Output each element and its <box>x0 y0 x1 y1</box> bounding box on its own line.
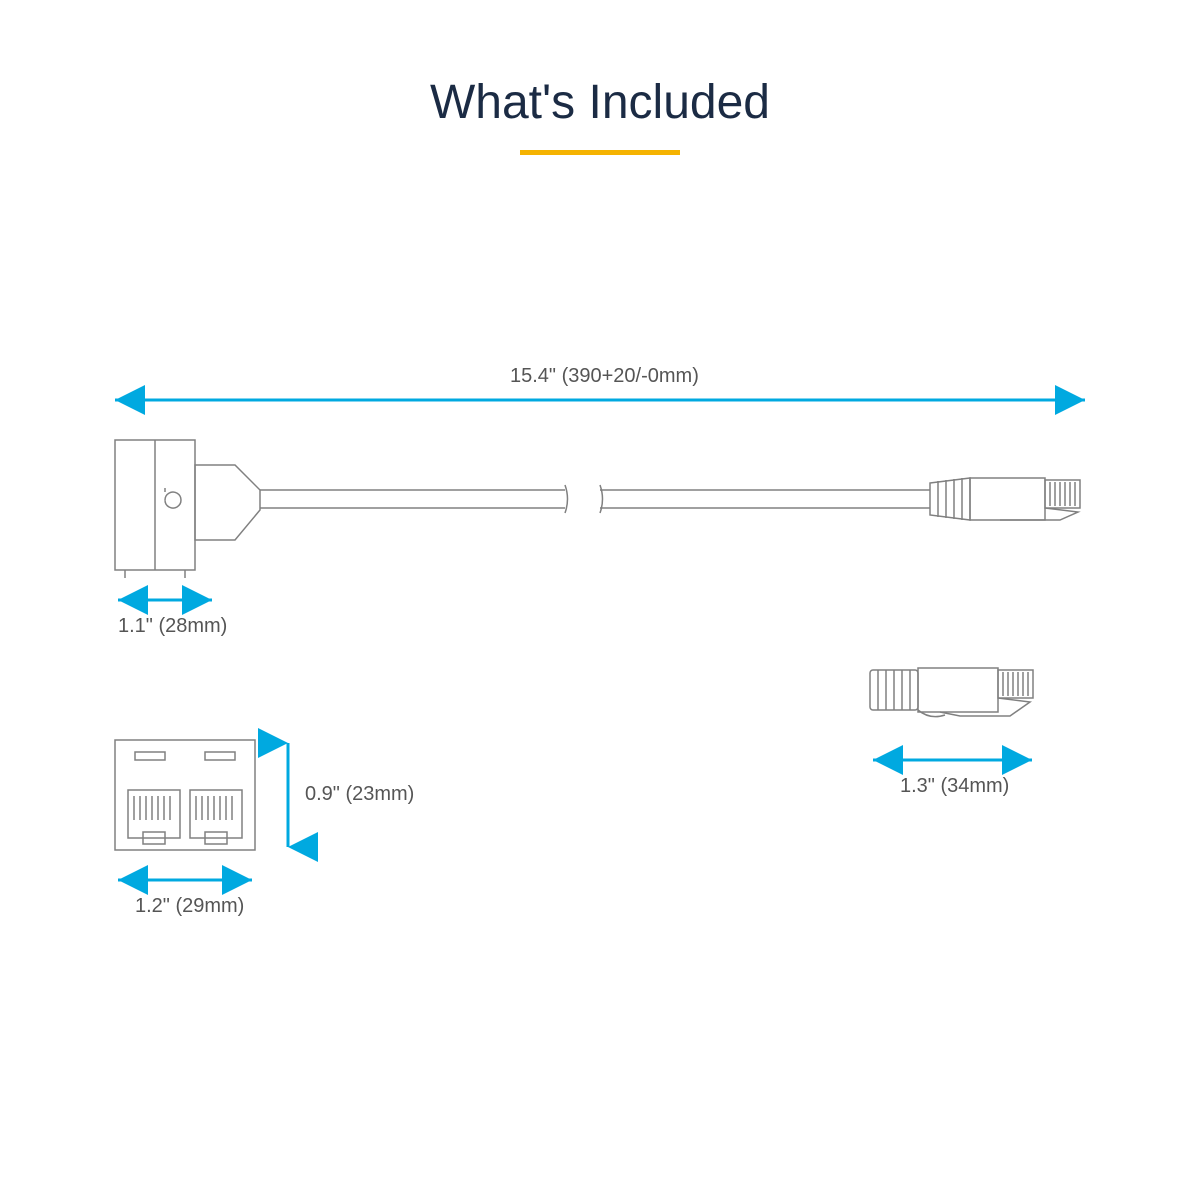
splitter-front-view <box>115 740 255 850</box>
cable <box>260 485 930 513</box>
splitter-height-label: 0.9" (23mm) <box>305 783 414 806</box>
overall-length-label: 15.4" (390+20/-0mm) <box>510 365 699 388</box>
splitter-side-view <box>115 440 260 578</box>
rj45-plug-side <box>870 668 1033 717</box>
plug-length-label: 1.3" (34mm) <box>900 775 1009 798</box>
splitter-depth-label: 1.1" (28mm) <box>118 615 227 638</box>
rj45-cable-end <box>930 478 1080 520</box>
splitter-width-label: 1.2" (29mm) <box>135 895 244 918</box>
diagram-svg <box>0 0 1200 1200</box>
